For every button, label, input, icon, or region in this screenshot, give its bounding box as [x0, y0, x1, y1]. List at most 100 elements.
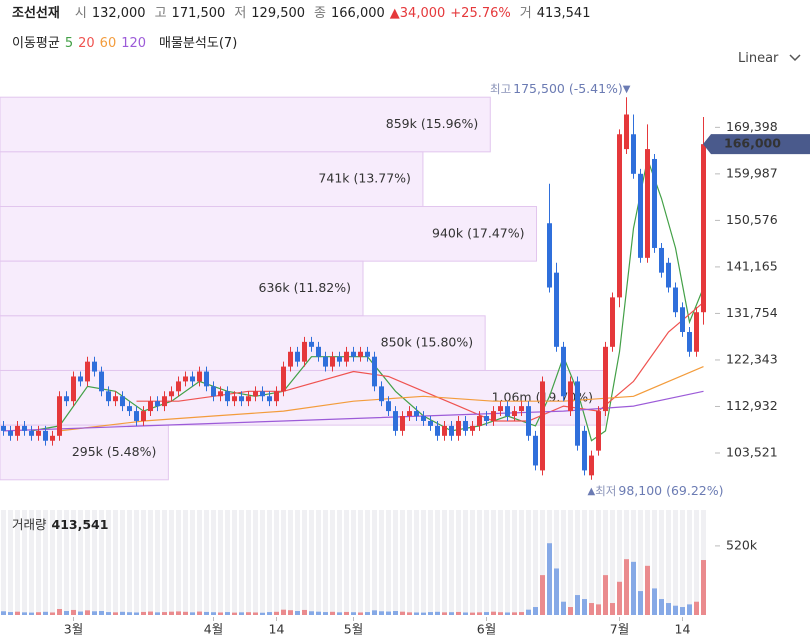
volume-bg	[617, 510, 622, 615]
candle-body	[505, 406, 510, 417]
volume-bg	[57, 510, 62, 615]
volume-bg	[323, 510, 328, 615]
volume-bar	[603, 575, 608, 615]
volume-bg	[540, 510, 545, 615]
candle-body	[274, 391, 279, 402]
volume-bar	[554, 568, 559, 615]
candle-body	[50, 435, 55, 441]
volume-bar	[106, 612, 111, 615]
candle-body	[134, 411, 139, 421]
volume-bar	[71, 609, 76, 615]
high-value: 171,500	[171, 6, 226, 21]
volume-bg	[582, 510, 587, 615]
candle-body	[687, 331, 692, 352]
scale-label: Linear	[738, 51, 779, 66]
candle-body	[64, 396, 69, 402]
volume-bg	[694, 510, 699, 615]
candle-body	[288, 351, 293, 367]
volume-bg	[204, 510, 209, 615]
candle-body	[99, 371, 104, 392]
ma-title[interactable]: 이동평균	[12, 36, 60, 51]
candle-body	[43, 430, 48, 441]
profile-label: 636k (11.82%)	[259, 280, 352, 295]
candle-body	[148, 401, 153, 412]
candle-body	[323, 356, 328, 367]
volume-bg	[603, 510, 608, 615]
candle-body	[218, 391, 223, 397]
volume-bar	[274, 611, 279, 615]
profile-bar	[0, 260, 364, 317]
candle-body	[330, 356, 335, 367]
min-prefix: 최저	[595, 483, 616, 497]
profile-title[interactable]: 매물분석도(7)	[159, 36, 238, 51]
volume-bar	[512, 612, 517, 615]
volume-bar	[442, 612, 447, 615]
legend-entry[interactable]: 120	[121, 36, 147, 51]
volume-bg	[15, 510, 20, 615]
volume-bar	[386, 611, 391, 615]
volume-bar	[519, 612, 524, 615]
candle-body	[498, 406, 503, 412]
last-price-tag	[703, 134, 810, 155]
profile-bar	[0, 315, 486, 371]
x-tick-label: 7월	[610, 622, 629, 637]
candle-body	[113, 396, 118, 402]
legend-entry[interactable]: 20	[78, 36, 95, 51]
volume-bg	[652, 510, 657, 615]
volume-bg	[414, 510, 419, 615]
volume-bg	[568, 510, 573, 615]
volume-bar	[638, 591, 643, 615]
volume-bg	[1, 510, 6, 615]
volume-bar	[309, 611, 314, 615]
legend-entry[interactable]: 60	[99, 36, 117, 51]
x-tick-label: 6월	[477, 622, 496, 637]
volume-bg	[155, 510, 160, 615]
volume-bg	[64, 510, 69, 615]
volume-bg	[575, 510, 580, 615]
candle-body	[694, 312, 699, 352]
volume-bar	[624, 559, 629, 615]
change-pct: +25.76%	[450, 6, 511, 21]
volume-bar	[617, 581, 622, 615]
volume-bar	[582, 599, 587, 615]
candle-body	[519, 406, 524, 412]
candle-body	[169, 391, 174, 397]
volume-bar	[505, 612, 510, 615]
volume-bg	[127, 510, 132, 615]
profile-label: 850k (15.80%)	[381, 335, 474, 350]
volume-bar	[316, 611, 321, 615]
volume-bar	[50, 612, 55, 615]
candle-body	[372, 356, 377, 387]
volume-bg	[344, 510, 349, 615]
volume-bg	[456, 510, 461, 615]
candle-body	[365, 351, 370, 357]
volume-bg	[211, 510, 216, 615]
volume-bg	[519, 510, 524, 615]
candle-body	[540, 381, 545, 471]
volume-bar	[428, 612, 433, 615]
close-label: 종	[314, 6, 327, 21]
candle-body	[631, 134, 636, 174]
volume-bar	[155, 612, 160, 615]
y-tick-label: 141,165	[726, 258, 778, 273]
candle-body	[561, 346, 566, 397]
volume-bar	[379, 611, 384, 615]
volume-bg	[554, 510, 559, 615]
min-text: 98,100 (69.22%)	[618, 482, 723, 497]
max-prefix: 최고	[490, 82, 511, 96]
scale-selector[interactable]: Linear	[738, 51, 801, 66]
stock-name: 조선선재	[12, 6, 60, 21]
candle-body	[470, 425, 475, 431]
volume-bg	[260, 510, 265, 615]
volume-bar	[631, 561, 636, 615]
legend-entry[interactable]: 5	[64, 36, 74, 51]
candle-body	[617, 134, 622, 298]
volume-bar	[575, 595, 580, 615]
volume-bar	[197, 611, 202, 615]
volume-bar	[281, 609, 286, 615]
volume-bar	[351, 612, 356, 615]
volume-bg	[610, 510, 615, 615]
candle-body	[512, 411, 517, 417]
volume-bar	[596, 604, 601, 615]
